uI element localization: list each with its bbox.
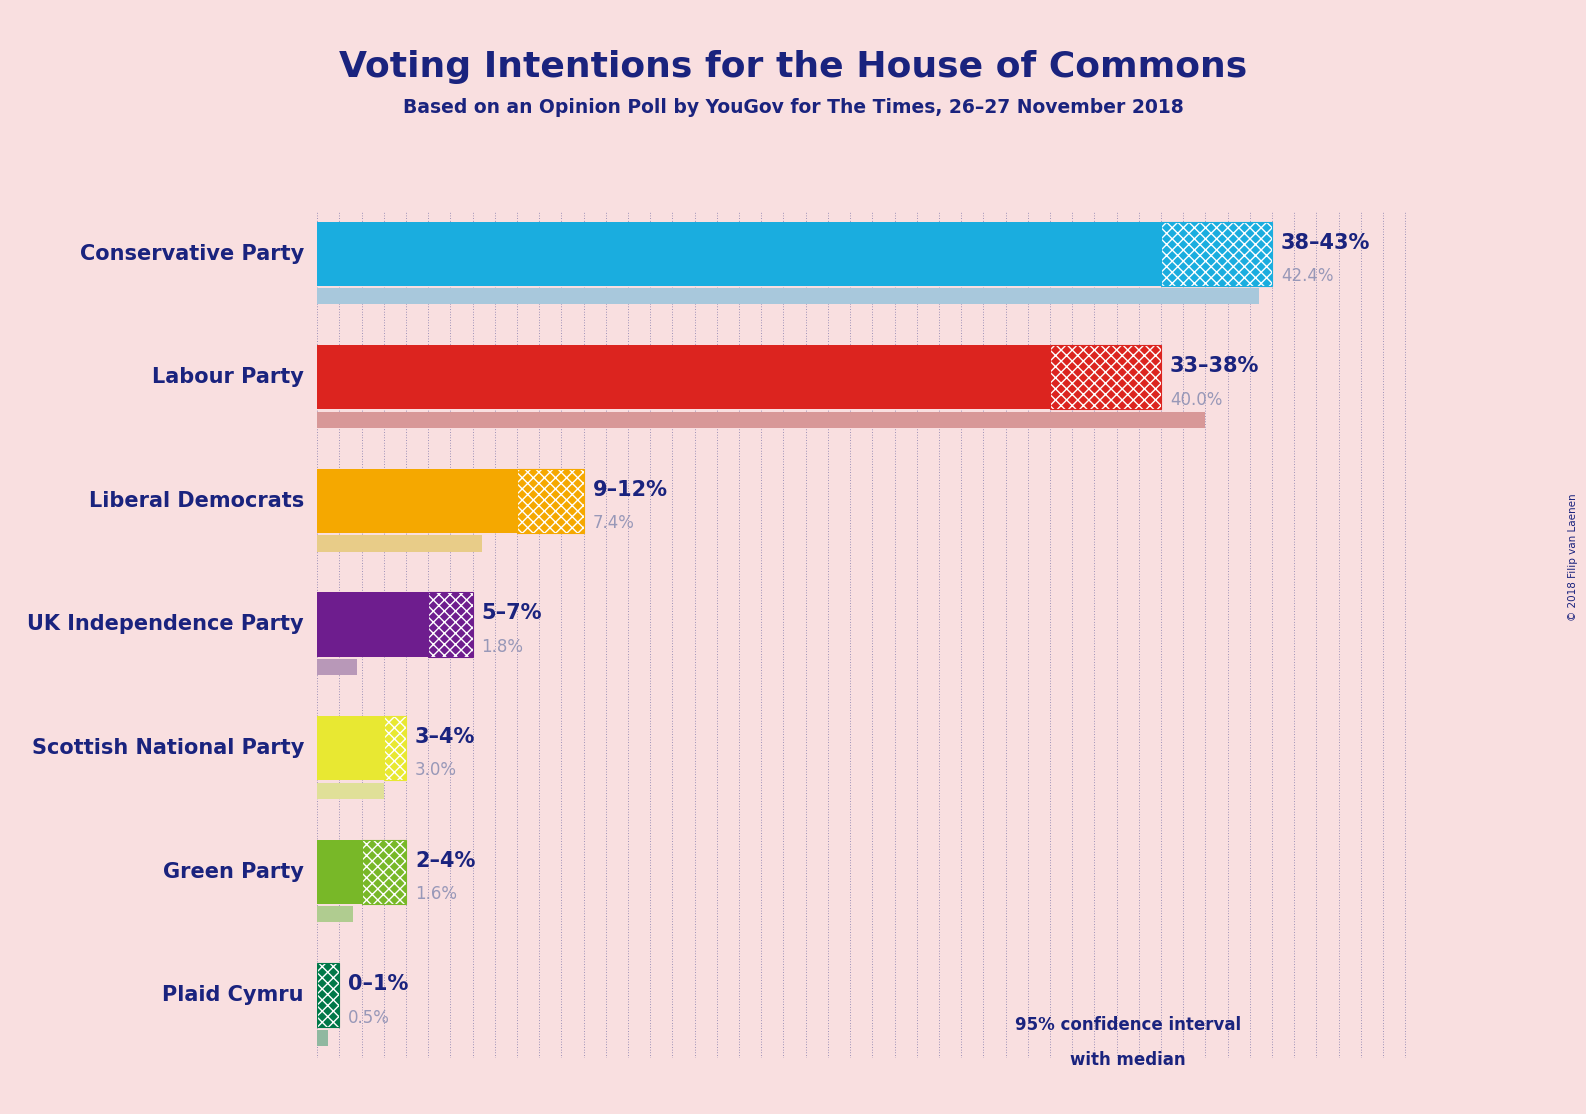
Text: 40.0%: 40.0% (1170, 391, 1223, 409)
Bar (1050, 345, 1161, 410)
Text: 1.8%: 1.8% (482, 637, 523, 656)
Text: Plaid Cymru: Plaid Cymru (162, 985, 305, 1005)
Text: Labour Party: Labour Party (152, 368, 305, 388)
Bar (1144, 1089, 1205, 1114)
Text: Voting Intentions for the House of Commons: Voting Intentions for the House of Commo… (339, 50, 1247, 85)
Bar (428, 593, 473, 656)
Bar (317, 964, 339, 1027)
Bar (517, 469, 584, 532)
Text: 33–38%: 33–38% (1170, 356, 1259, 377)
Bar (317, 345, 1050, 410)
Bar (1050, 1089, 1144, 1114)
Bar (1161, 222, 1272, 286)
Bar (362, 840, 406, 903)
Text: 2–4%: 2–4% (416, 851, 476, 870)
Text: 0–1%: 0–1% (349, 974, 409, 994)
Bar (317, 222, 1161, 286)
Text: 7.4%: 7.4% (593, 515, 634, 532)
Text: Based on an Opinion Poll by YouGov for The Times, 26–27 November 2018: Based on an Opinion Poll by YouGov for T… (403, 98, 1183, 117)
Bar (317, 659, 357, 675)
Text: with median: with median (1071, 1051, 1185, 1068)
Bar (517, 469, 584, 532)
Text: 38–43%: 38–43% (1281, 233, 1370, 253)
Text: 1.6%: 1.6% (416, 885, 457, 903)
Bar (317, 289, 1259, 304)
Text: 95% confidence interval: 95% confidence interval (1015, 1016, 1240, 1034)
Bar (362, 840, 406, 903)
Bar (1050, 345, 1161, 410)
Bar (317, 469, 517, 532)
Text: Scottish National Party: Scottish National Party (32, 739, 305, 758)
Bar (317, 412, 1205, 428)
Text: Liberal Democrats: Liberal Democrats (89, 491, 305, 511)
Text: 0.5%: 0.5% (349, 1008, 390, 1026)
Bar (317, 1029, 328, 1046)
Bar (317, 964, 339, 1027)
Bar (1161, 222, 1272, 286)
Text: UK Independence Party: UK Independence Party (27, 615, 305, 635)
Bar (317, 593, 428, 656)
Text: Green Party: Green Party (163, 861, 305, 881)
Bar (317, 716, 384, 780)
Bar (317, 907, 352, 922)
Text: © 2018 Filip van Laenen: © 2018 Filip van Laenen (1569, 494, 1578, 620)
Bar (317, 783, 384, 799)
Bar (384, 716, 406, 780)
Bar (428, 593, 473, 656)
Bar (384, 716, 406, 780)
Text: 5–7%: 5–7% (482, 604, 542, 624)
Bar (317, 840, 362, 903)
Text: 42.4%: 42.4% (1281, 267, 1334, 285)
Text: 3.0%: 3.0% (416, 761, 457, 780)
Bar (317, 536, 482, 551)
Text: 9–12%: 9–12% (593, 480, 668, 500)
Text: 3–4%: 3–4% (416, 727, 476, 747)
Text: Conservative Party: Conservative Party (79, 244, 305, 264)
